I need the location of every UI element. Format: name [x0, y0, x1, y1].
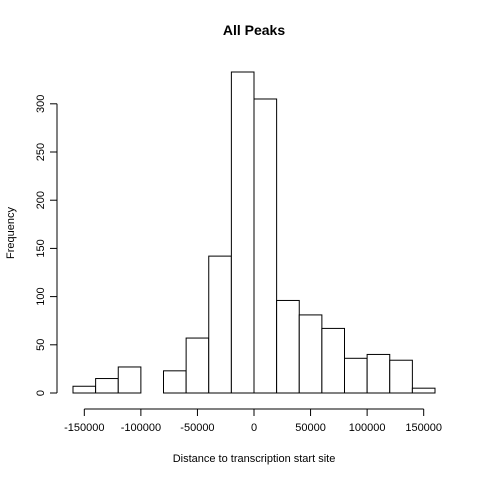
y-tick-label: 100 [35, 287, 47, 305]
y-tick-label: 200 [35, 191, 47, 209]
histogram-bar [344, 357, 368, 394]
y-axis-label: Frequency [5, 207, 17, 259]
y-axis: 0 50 100 150 200 250 300 [35, 95, 58, 396]
histogram-bar [411, 387, 436, 394]
x-tick-label: -100000 [121, 422, 161, 434]
y-tick-label: 250 [35, 143, 47, 161]
histogram-bar [366, 353, 391, 394]
histogram-bar [185, 337, 210, 394]
histogram-bar [208, 255, 232, 394]
x-tick-label: 150000 [405, 422, 442, 434]
y-tick-label: 50 [35, 339, 47, 351]
x-tick-label: -150000 [64, 422, 104, 434]
histogram-bar [389, 359, 413, 394]
x-tick-label: -50000 [180, 422, 214, 434]
x-tick-label: 0 [251, 422, 257, 434]
y-tick-label: 300 [35, 95, 47, 113]
histogram-bar [163, 370, 187, 394]
x-axis: -150000 -100000 -50000 0 50000 100000 150000 [64, 408, 442, 434]
histogram-bar [72, 385, 97, 394]
histogram-bar [276, 299, 300, 394]
x-axis-label: Distance to transcription start site [173, 453, 336, 465]
histogram-bar [95, 378, 119, 394]
bars-group [72, 71, 436, 394]
y-tick-label: 150 [35, 239, 47, 257]
y-tick-label: 0 [35, 390, 47, 396]
histogram-bar [321, 327, 345, 394]
histogram-bar [253, 98, 278, 394]
chart-title: All Peaks [223, 22, 285, 38]
x-tick-label: 100000 [349, 422, 386, 434]
histogram-bar [117, 366, 142, 394]
histogram-bar [298, 314, 323, 394]
x-tick-label: 50000 [295, 422, 326, 434]
histogram-bar [230, 71, 255, 394]
